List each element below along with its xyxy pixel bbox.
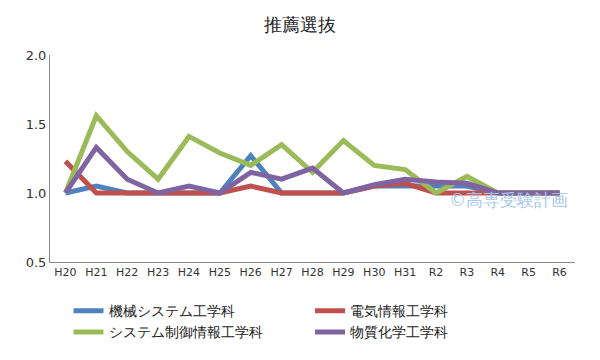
svg-text:H20: H20 — [54, 266, 76, 279]
svg-text:システム制御情報工学科: システム制御情報工学科 — [109, 324, 263, 340]
svg-text:R4: R4 — [490, 266, 505, 279]
svg-text:H28: H28 — [301, 266, 323, 279]
svg-text:0.5: 0.5 — [26, 255, 47, 270]
svg-text:R6: R6 — [552, 266, 567, 279]
svg-text:H23: H23 — [147, 266, 169, 279]
svg-text:H21: H21 — [85, 266, 107, 279]
svg-text:電気情報工学科: 電気情報工学科 — [350, 303, 448, 319]
svg-text:R5: R5 — [521, 266, 536, 279]
svg-text:物質化学工学科: 物質化学工学科 — [350, 324, 448, 340]
svg-text:推薦選抜: 推薦選抜 — [264, 14, 336, 35]
svg-text:H22: H22 — [116, 266, 138, 279]
svg-text:©高専受験計画: ©高専受験計画 — [449, 190, 568, 210]
svg-text:H24: H24 — [178, 266, 200, 279]
svg-text:H30: H30 — [363, 266, 385, 279]
svg-text:2.0: 2.0 — [26, 48, 47, 63]
svg-text:機械システム工学科: 機械システム工学科 — [109, 303, 235, 319]
svg-text:R2: R2 — [429, 266, 444, 279]
svg-text:H31: H31 — [394, 266, 416, 279]
svg-text:H26: H26 — [240, 266, 262, 279]
svg-text:H25: H25 — [209, 266, 231, 279]
svg-text:1.5: 1.5 — [26, 117, 47, 132]
svg-text:H27: H27 — [270, 266, 292, 279]
svg-text:R3: R3 — [460, 266, 475, 279]
svg-text:1.0: 1.0 — [26, 186, 47, 201]
svg-text:H29: H29 — [332, 266, 354, 279]
